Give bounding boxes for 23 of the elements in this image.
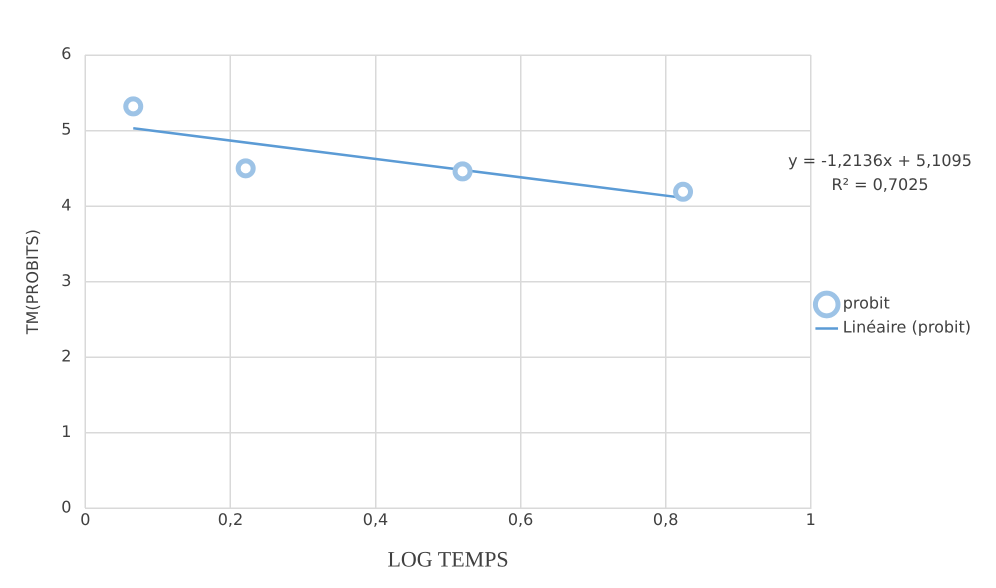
point <box>452 161 473 182</box>
legend-label: Linéaire (probit) <box>842 318 971 337</box>
point <box>123 96 144 116</box>
x-tick-label: 0,6 <box>508 510 534 530</box>
legend-label: probit <box>842 294 890 313</box>
y-axis-title: TM(PROBITS) <box>22 229 42 336</box>
x-tick-label: 0 <box>80 510 90 530</box>
x-tick-label: 1 <box>806 510 816 530</box>
y-tick-label: 2 <box>61 346 72 366</box>
y-tick-label: 1 <box>61 422 72 441</box>
y-tick-label: 0 <box>61 498 72 517</box>
point <box>236 158 256 178</box>
point <box>673 182 694 202</box>
x-tick-label: 0,4 <box>362 510 388 530</box>
x-tick-label: 0,2 <box>218 510 244 530</box>
x-tick-label: 0,8 <box>652 510 678 530</box>
y-tick-label: 4 <box>61 195 72 214</box>
y-tick-label: 5 <box>61 120 72 139</box>
annotation: y = -1,2136x + 5,1095 <box>788 151 972 170</box>
y-tick-label: 3 <box>61 270 72 290</box>
text: R² = 0,7025 <box>831 175 929 194</box>
y-tick-label: 6 <box>61 44 72 64</box>
x-axis-title: LOG TEMPS <box>387 546 509 572</box>
